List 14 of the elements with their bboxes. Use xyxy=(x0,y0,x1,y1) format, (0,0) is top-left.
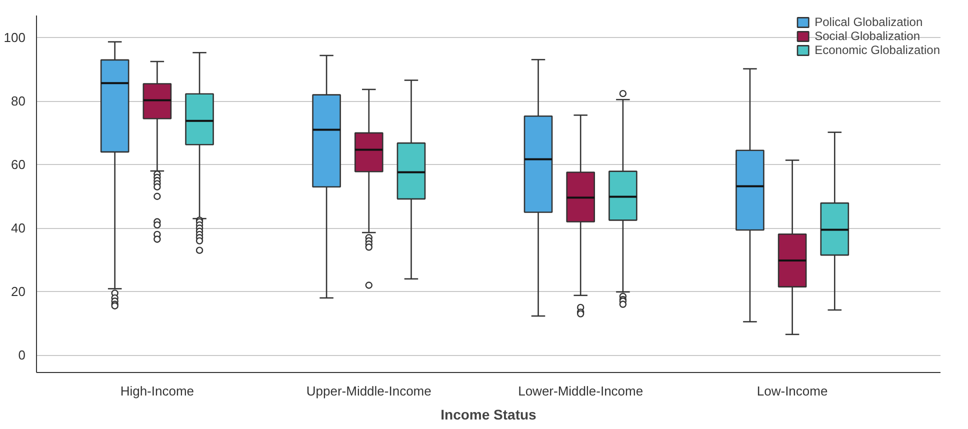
x-tick-label: Upper-Middle-Income xyxy=(306,384,432,398)
x-tick-label: Lower-Middle-Income xyxy=(518,384,644,398)
legend-label: Polical Globalization xyxy=(814,15,923,29)
y-tick-label: 20 xyxy=(11,284,26,300)
x-tick-label: High-Income xyxy=(120,384,194,398)
y-tick-label: 80 xyxy=(11,94,26,109)
legend-label: Economic Globalization xyxy=(814,43,940,57)
legend-label: Social Globalization xyxy=(814,29,920,43)
y-tick-label: 40 xyxy=(11,220,26,236)
x-tick-label: Low-Income xyxy=(756,384,828,398)
x-axis-title: Income Status xyxy=(440,406,537,422)
y-tick-label: 0 xyxy=(18,348,26,363)
y-tick-label: 100 xyxy=(4,30,26,46)
y-tick-label: 60 xyxy=(11,157,26,172)
